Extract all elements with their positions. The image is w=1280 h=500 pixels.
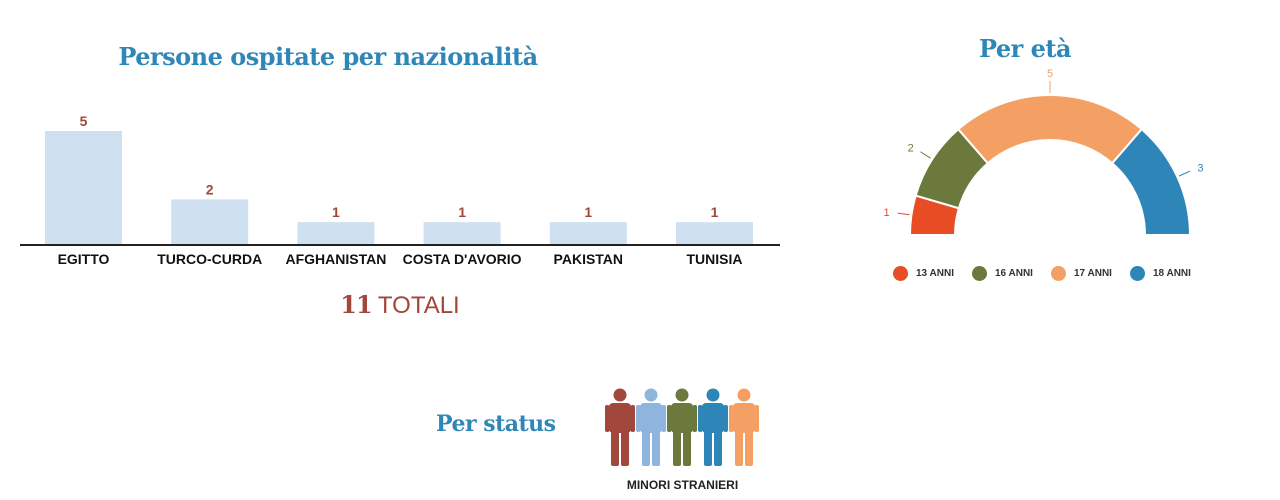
bar-chart-title: Persone ospitate per nazionalità bbox=[118, 42, 538, 71]
total-count: 11 TOTALI bbox=[300, 290, 500, 320]
legend-item: 16 ANNI bbox=[971, 266, 1033, 281]
bar-3 bbox=[423, 222, 501, 245]
slice-leader-line bbox=[1178, 170, 1191, 177]
slice-leader-line bbox=[897, 212, 910, 216]
person-icon bbox=[729, 388, 759, 466]
legend-swatch bbox=[1129, 266, 1145, 281]
slice-value-label: 2 bbox=[908, 142, 914, 154]
legend-label: 16 ANNI bbox=[994, 268, 1033, 279]
bar-value-label: 1 bbox=[458, 204, 466, 220]
bar-category-label: TURCO-CURDA bbox=[157, 251, 262, 267]
legend-label: 13 ANNI bbox=[916, 268, 954, 279]
person-icon bbox=[605, 388, 635, 466]
age-half-donut-chart: 1 2 5 3 bbox=[884, 68, 1203, 236]
status-label: MINORI STRANIERI bbox=[626, 478, 739, 492]
legend-label: 18 ANNI bbox=[1152, 268, 1191, 279]
bar-value-label: 5 bbox=[80, 113, 88, 129]
legend-item: 17 ANNI bbox=[1050, 266, 1112, 281]
bar-value-label: 1 bbox=[332, 204, 340, 220]
total-number: 11 bbox=[340, 290, 372, 319]
legend-item: 13 ANNI bbox=[893, 266, 954, 281]
bar-value-label: 2 bbox=[206, 181, 214, 197]
total-word: TOTALI bbox=[377, 292, 460, 319]
bar-category-label: AFGHANISTAN bbox=[285, 251, 386, 267]
legend-swatch bbox=[893, 266, 908, 281]
slice-2 bbox=[956, 94, 1144, 165]
bars-group: 5 EGITTO 2 TURCO-CURDA 1 AFGHANISTAN 1 COSTA D'… bbox=[45, 113, 753, 267]
slice-value-label: 1 bbox=[884, 207, 890, 219]
bar-value-label: 1 bbox=[711, 204, 719, 220]
people-pictogram bbox=[605, 388, 760, 468]
slice-value-label: 3 bbox=[1197, 163, 1203, 175]
legend-swatch bbox=[971, 266, 987, 281]
bar-category-label: EGITTO bbox=[58, 251, 110, 267]
bar-value-label: 1 bbox=[584, 204, 592, 220]
status-title: Per status bbox=[436, 411, 556, 437]
legend-swatch bbox=[1050, 266, 1066, 281]
bar-category-label: COSTA D'AVORIO bbox=[403, 251, 522, 267]
person-icon bbox=[698, 388, 728, 466]
age-legend: 13 ANNI 16 ANNI 17 ANNI 18 ANNI bbox=[893, 266, 1213, 281]
bar-0 bbox=[45, 131, 122, 245]
legend-item: 18 ANNI bbox=[1129, 266, 1191, 281]
person-icon bbox=[667, 388, 697, 466]
slices-group: 1 2 5 3 bbox=[884, 68, 1203, 236]
bar-1 bbox=[171, 199, 249, 245]
bar-4 bbox=[549, 222, 627, 245]
age-chart-title: Per età bbox=[978, 34, 1072, 63]
legend-label: 17 ANNI bbox=[1073, 268, 1112, 279]
bar-category-label: PAKISTAN bbox=[554, 251, 623, 267]
person-icon bbox=[636, 388, 666, 466]
bar-category-label: TUNISIA bbox=[687, 251, 743, 267]
slice-3 bbox=[1110, 127, 1192, 236]
nationality-bar-chart: 5 EGITTO 2 TURCO-CURDA 1 AFGHANISTAN 1 COSTA D'… bbox=[20, 113, 780, 267]
bar-5 bbox=[676, 222, 753, 245]
slice-leader-line bbox=[920, 151, 931, 159]
slice-value-label: 5 bbox=[1047, 68, 1053, 80]
bar-2 bbox=[297, 222, 375, 245]
